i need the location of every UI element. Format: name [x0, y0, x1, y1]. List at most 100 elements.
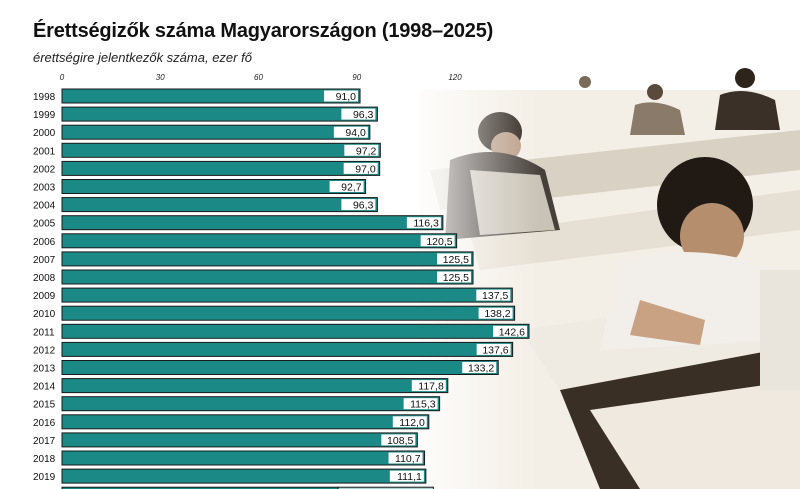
value-label: 108,5	[387, 435, 413, 447]
value-label: 138,2	[484, 308, 510, 320]
bar	[61, 124, 371, 140]
x-axis: 0 30 60 90 120	[60, 73, 462, 82]
value-label-box	[333, 126, 368, 138]
bar	[61, 432, 418, 448]
value-label: 125,5	[443, 254, 469, 266]
value-label-box	[478, 307, 513, 319]
year-label: 1998	[33, 92, 56, 103]
bar	[61, 233, 458, 249]
value-label: 137,6	[482, 344, 508, 356]
year-label: 2002	[33, 164, 56, 175]
value-label-box	[392, 416, 427, 428]
year-label: 2004	[33, 201, 56, 212]
value-label-box	[462, 362, 497, 373]
value-label: 133,2	[468, 363, 494, 375]
year-label: 2009	[33, 291, 56, 302]
year-label: 2017	[33, 436, 56, 447]
bar	[61, 287, 513, 303]
chart-title: Érettségizők száma Magyarországon (1998–…	[33, 20, 494, 42]
bars-group: 1998 91,0 1999 96,3 2000 94,0 2001 97,2 2002 97,0…	[33, 88, 530, 489]
value-label: 97,0	[355, 163, 376, 175]
year-label: 2008	[33, 273, 56, 284]
year-label: 2016	[33, 418, 56, 429]
bar	[61, 160, 381, 176]
value-label-box	[411, 380, 446, 392]
bar	[61, 486, 339, 489]
year-label: 2005	[33, 219, 56, 230]
bar-extension	[337, 486, 434, 489]
year-label: 2019	[33, 472, 56, 483]
value-label: 91,0	[336, 91, 357, 103]
bar	[61, 468, 427, 484]
value-label: 96,3	[353, 200, 374, 212]
value-label-box	[437, 271, 472, 283]
value-label-box	[324, 90, 359, 102]
value-label-box	[388, 452, 423, 464]
value-label: 116,3	[413, 218, 439, 230]
value-label-box	[344, 144, 379, 156]
bar	[61, 269, 474, 285]
bar	[61, 197, 378, 213]
value-label: 120,5	[426, 236, 452, 248]
value-label-box	[406, 217, 441, 229]
bar	[61, 323, 530, 339]
year-label: 2001	[33, 146, 56, 157]
year-label: 2000	[33, 128, 56, 139]
value-label: 110,7	[395, 453, 421, 465]
value-label-box	[329, 181, 364, 192]
value-label: 137,5	[482, 290, 508, 302]
year-label: 2018	[33, 454, 56, 465]
year-label: 2003	[33, 183, 56, 194]
value-label: 117,8	[418, 381, 444, 393]
value-label-box	[381, 434, 416, 446]
bar	[61, 396, 441, 412]
value-label-box	[389, 470, 424, 482]
value-label-box	[341, 108, 376, 120]
x-tick-label: 120	[448, 73, 462, 82]
bar	[61, 142, 381, 158]
year-label: 2006	[33, 237, 56, 248]
year-label: 2012	[33, 345, 56, 356]
bar	[61, 305, 516, 321]
value-label: 115,3	[410, 399, 436, 411]
value-label: 112,0	[399, 417, 425, 429]
bar	[61, 341, 514, 357]
x-tick-label: 60	[254, 73, 263, 82]
x-tick-label: 90	[352, 73, 361, 82]
value-label-box	[476, 343, 511, 355]
year-label: 2014	[33, 382, 56, 393]
bar	[61, 378, 449, 394]
year-label: 2007	[33, 255, 56, 266]
value-label: 97,2	[356, 145, 377, 157]
value-label-box	[437, 253, 472, 265]
value-label: 92,7	[341, 182, 362, 194]
bar	[61, 106, 378, 122]
bar	[61, 450, 426, 466]
value-label: 96,3	[353, 109, 374, 121]
value-label: 111,1	[397, 471, 422, 483]
bar	[61, 414, 430, 430]
x-tick-label: 30	[156, 73, 165, 82]
chart-subtitle: érettségire jelentkezők száma, ezer fő	[33, 50, 252, 65]
year-label: 2015	[33, 400, 56, 411]
year-label: 1999	[33, 110, 56, 121]
value-label-box	[403, 398, 438, 410]
year-label: 2010	[33, 309, 56, 320]
value-label-box	[343, 162, 378, 174]
value-label: 94,0	[345, 127, 366, 139]
bar	[61, 215, 444, 231]
bar	[61, 88, 361, 104]
year-label: 2011	[33, 327, 55, 338]
value-label: 125,5	[443, 272, 469, 284]
year-label: 2013	[33, 364, 56, 375]
value-label-box	[476, 289, 511, 301]
bar	[61, 179, 367, 194]
bar	[61, 251, 474, 267]
value-label: 142,6	[499, 326, 525, 338]
value-label-box	[341, 199, 376, 211]
value-label-box	[493, 325, 528, 337]
value-label-box	[420, 235, 455, 247]
x-tick-label: 0	[60, 73, 65, 82]
